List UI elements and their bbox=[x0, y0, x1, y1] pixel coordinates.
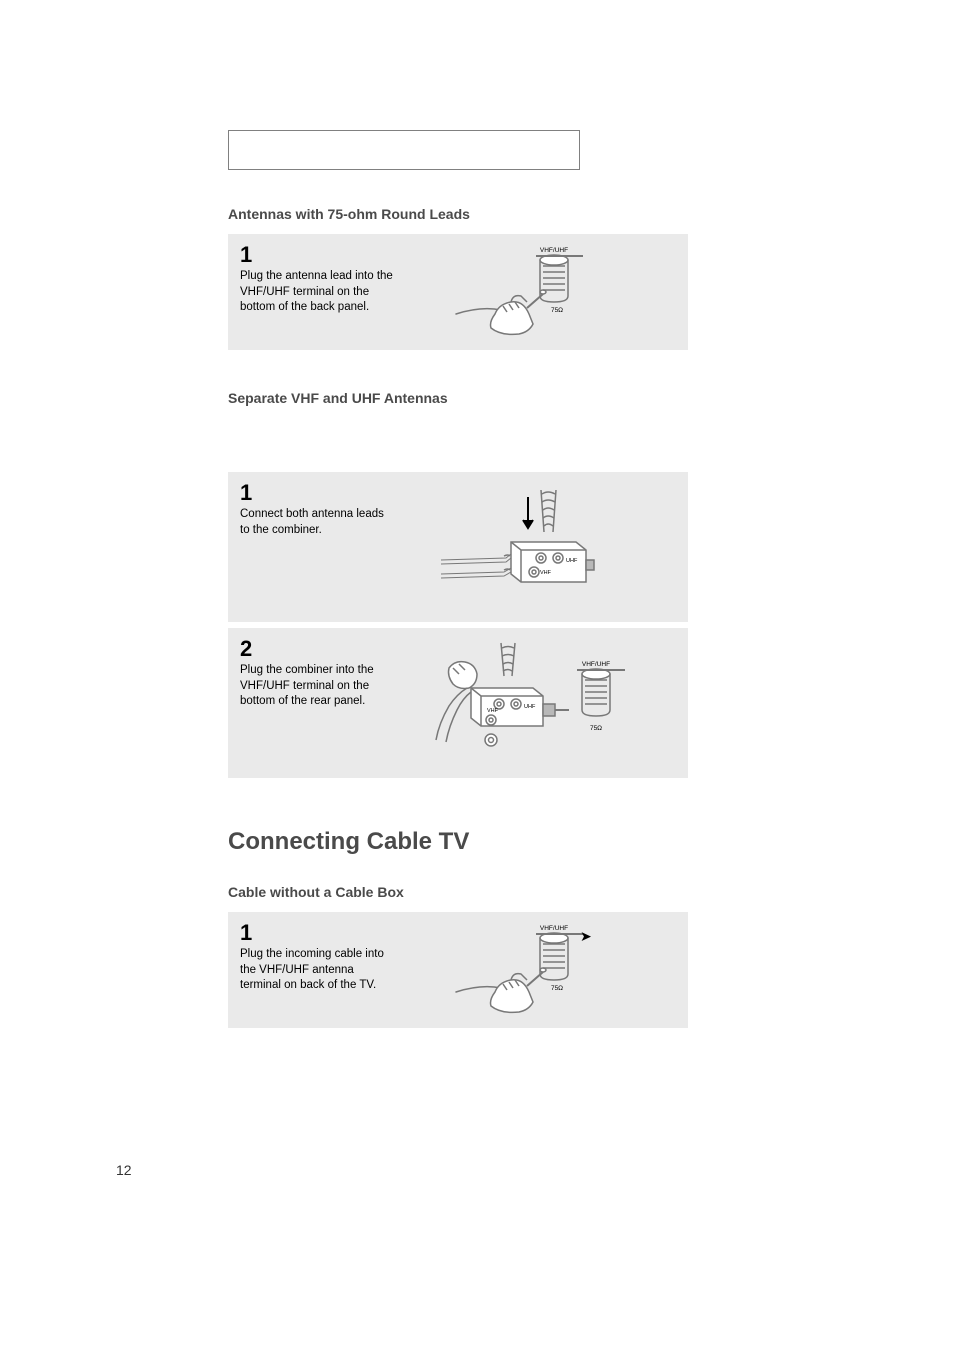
label-vhf-uhf: VHF/UHF bbox=[581, 661, 609, 668]
illustration-combiner-terminal: UHF VHF VHF/UHF 75Ω bbox=[395, 638, 676, 768]
step-block-75ohm-1: 1 Plug the antenna lead into the VHF/UHF… bbox=[228, 234, 688, 350]
step-number: 2 bbox=[240, 638, 395, 660]
step-text: Plug the combiner into the VHF/UHF termi… bbox=[240, 663, 395, 710]
continuation-box bbox=[228, 130, 580, 170]
label-vhf: VHF bbox=[487, 708, 499, 714]
heading-75ohm: Antennas with 75-ohm Round Leads bbox=[228, 206, 688, 222]
label-uhf: UHF bbox=[524, 704, 536, 710]
page-number: 12 bbox=[116, 1162, 132, 1178]
step-number: 1 bbox=[240, 244, 395, 266]
illustration-hand-plug-1: VHF/UHF 75Ω bbox=[395, 244, 676, 340]
side-marker-icon: ➤ bbox=[580, 928, 592, 945]
step-block-separate-2: 2 Plug the combiner into the VHF/UHF ter… bbox=[228, 628, 688, 778]
heading-no-box: Cable without a Cable Box bbox=[228, 884, 688, 900]
step-block-cable-1: 1 Plug the incoming cable into the VHF/U… bbox=[228, 912, 688, 1028]
step-number: 1 bbox=[240, 482, 395, 504]
label-vhf-uhf: VHF/UHF bbox=[539, 925, 567, 932]
main-heading: Connecting Cable TV bbox=[228, 828, 688, 856]
illustration-combiner-leads: UHF VHF bbox=[395, 482, 676, 612]
label-75ohm: 75Ω bbox=[550, 985, 562, 992]
label-75ohm: 75Ω bbox=[550, 307, 562, 314]
step-text: Plug the antenna lead into the VHF/UHF t… bbox=[240, 269, 395, 316]
step-text: Plug the incoming cable into the VHF/UHF… bbox=[240, 947, 395, 994]
label-uhf: UHF bbox=[566, 558, 578, 564]
heading-separate: Separate VHF and UHF Antennas bbox=[228, 390, 688, 406]
label-75ohm: 75Ω bbox=[589, 725, 601, 732]
illustration-hand-plug-2: VHF/UHF 75Ω bbox=[395, 922, 676, 1018]
label-vhf: VHF bbox=[540, 570, 552, 576]
label-vhf-uhf: VHF/UHF bbox=[539, 247, 567, 254]
step-number: 1 bbox=[240, 922, 395, 944]
step-block-separate-1: 1 Connect both antenna leads to the comb… bbox=[228, 472, 688, 622]
step-text: Connect both antenna leads to the combin… bbox=[240, 507, 395, 538]
